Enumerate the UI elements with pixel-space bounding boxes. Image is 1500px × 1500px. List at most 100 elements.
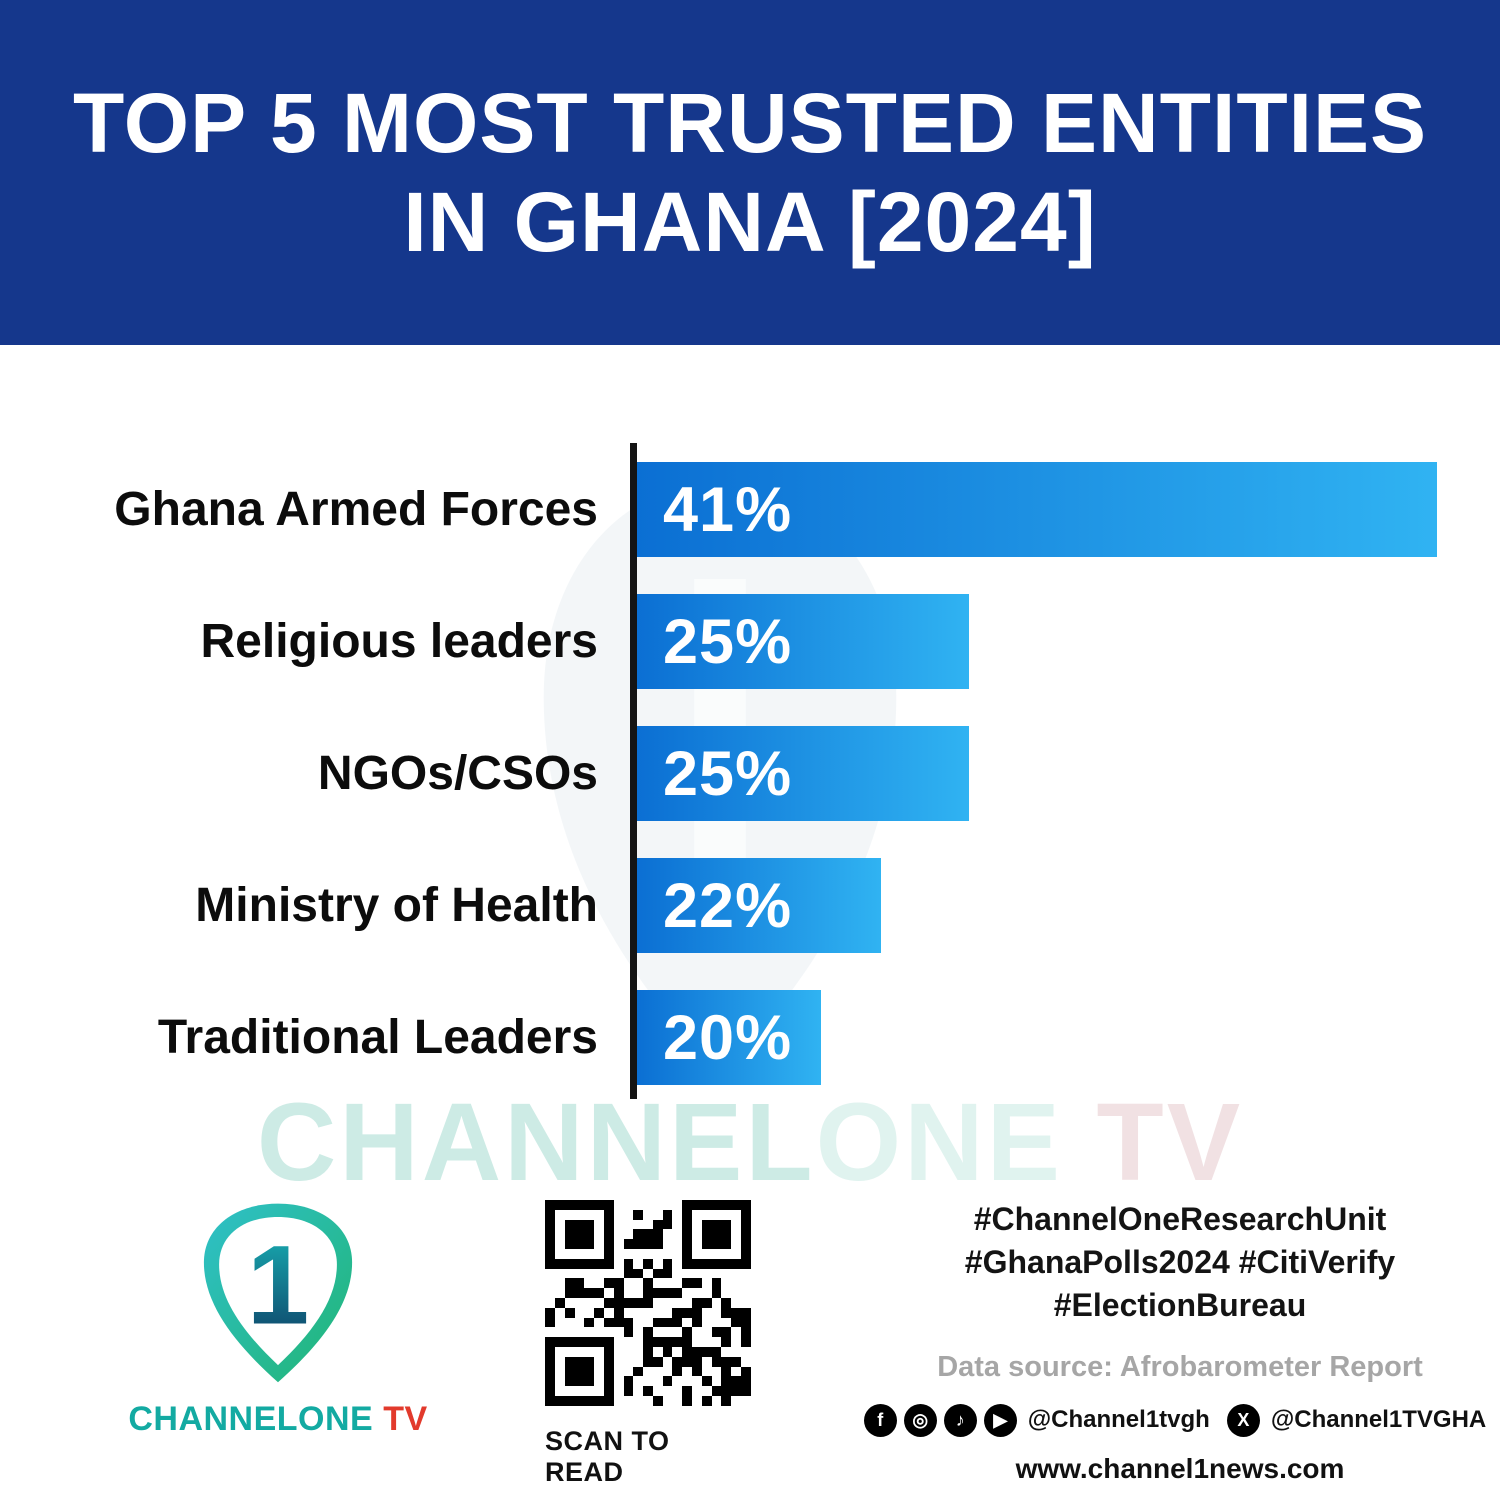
- qr-module: [672, 1249, 682, 1259]
- qr-module: [603, 1337, 614, 1347]
- qr-module: [741, 1219, 751, 1230]
- qr-module: [711, 1239, 722, 1249]
- qr-module: [721, 1356, 732, 1367]
- qr-module: [731, 1317, 742, 1328]
- qr-module: [555, 1239, 565, 1249]
- qr-module: [643, 1220, 653, 1230]
- qr-module: [575, 1386, 585, 1396]
- qr-module: [564, 1395, 575, 1406]
- qr-module: [711, 1219, 722, 1230]
- qr-module: [692, 1278, 702, 1289]
- qr-module: [603, 1395, 614, 1406]
- qr-module: [721, 1347, 731, 1357]
- qr-module: [633, 1396, 643, 1406]
- qr-module: [624, 1308, 634, 1318]
- qr-module: [721, 1337, 732, 1347]
- qr-module: [701, 1376, 712, 1387]
- qr-module: [731, 1220, 741, 1230]
- qr-module: [731, 1327, 741, 1337]
- qr-module: [741, 1200, 751, 1210]
- qr-module: [545, 1346, 555, 1357]
- qr-module: [633, 1318, 643, 1328]
- qr-module: [614, 1249, 624, 1259]
- qr-module: [555, 1249, 565, 1259]
- qr-module: [624, 1229, 634, 1239]
- qr-module: [711, 1258, 722, 1269]
- qr-module: [712, 1210, 722, 1220]
- qr-module: [652, 1288, 663, 1298]
- qr-module: [702, 1337, 712, 1347]
- qr-module: [604, 1288, 614, 1298]
- qr-module: [731, 1210, 741, 1220]
- qr-module: [662, 1209, 673, 1220]
- qr-module: [702, 1249, 712, 1259]
- qr-module: [672, 1327, 682, 1337]
- qr-module: [603, 1258, 614, 1269]
- qr-module: [574, 1288, 585, 1298]
- qr-module: [565, 1318, 575, 1328]
- qr-module: [731, 1367, 741, 1377]
- qr-module: [653, 1210, 663, 1220]
- qr-module: [555, 1386, 565, 1396]
- qr-module: [682, 1327, 693, 1338]
- qr-module: [643, 1356, 653, 1367]
- qr-module: [564, 1200, 575, 1210]
- qr-module: [721, 1376, 732, 1387]
- qr-module: [633, 1259, 643, 1269]
- qr-module: [672, 1269, 682, 1279]
- qr-module: [692, 1327, 702, 1337]
- tiktok-icon: ♪: [943, 1403, 977, 1437]
- qr-module: [702, 1288, 712, 1298]
- qr-module: [652, 1395, 663, 1406]
- qr-module: [662, 1268, 673, 1279]
- qr-module: [702, 1308, 712, 1318]
- qr-module: [672, 1307, 683, 1318]
- qr-module: [692, 1396, 702, 1406]
- qr-module: [594, 1200, 604, 1210]
- qr-module: [594, 1298, 604, 1308]
- qr-block: SCAN TO READ: [545, 1200, 751, 1488]
- qr-module: [721, 1307, 732, 1318]
- qr-module: [555, 1327, 565, 1337]
- qr-module: [701, 1200, 712, 1210]
- qr-module: [603, 1356, 614, 1367]
- qr-module: [555, 1308, 565, 1318]
- qr-module: [741, 1239, 751, 1249]
- qr-module: [614, 1200, 624, 1210]
- qr-module: [741, 1288, 751, 1298]
- qr-module: [613, 1297, 624, 1308]
- qr-module: [663, 1386, 673, 1396]
- qr-module: [584, 1298, 594, 1308]
- bar-value-label: 20%: [663, 1002, 793, 1073]
- qr-module: [662, 1258, 673, 1269]
- qr-module: [545, 1248, 555, 1259]
- channel-one-logo-block: 1 CHANNELONE TV: [118, 1192, 438, 1439]
- qr-module: [731, 1288, 741, 1298]
- qr-module: [741, 1229, 751, 1240]
- qr-module: [584, 1229, 595, 1240]
- qr-module: [653, 1367, 663, 1377]
- qr-module: [672, 1347, 682, 1357]
- qr-module: [702, 1327, 712, 1337]
- qr-module: [643, 1367, 653, 1377]
- qr-module: [652, 1268, 663, 1279]
- bar-category-label: Ghana Armed Forces: [114, 483, 598, 536]
- qr-module: [545, 1356, 555, 1367]
- qr-module: [672, 1278, 682, 1288]
- qr-module: [633, 1268, 644, 1279]
- qr-module: [692, 1229, 702, 1239]
- qr-module: [633, 1200, 643, 1210]
- qr-module: [721, 1219, 732, 1230]
- qr-module: [663, 1239, 673, 1249]
- qr-module: [613, 1317, 624, 1328]
- qr-module: [554, 1395, 565, 1406]
- qr-module: [712, 1298, 722, 1308]
- qr-module: [702, 1386, 712, 1396]
- instagram-icon: ◎: [903, 1403, 937, 1437]
- bar: 25%: [637, 726, 969, 821]
- qr-module: [692, 1346, 702, 1357]
- qr-module: [584, 1327, 594, 1337]
- qr-module: [652, 1337, 663, 1347]
- qr-module: [653, 1347, 663, 1357]
- social-row: f ◎ ♪ ▶ @Channel1tvgh X @Channel1TVGHA: [863, 1403, 1497, 1437]
